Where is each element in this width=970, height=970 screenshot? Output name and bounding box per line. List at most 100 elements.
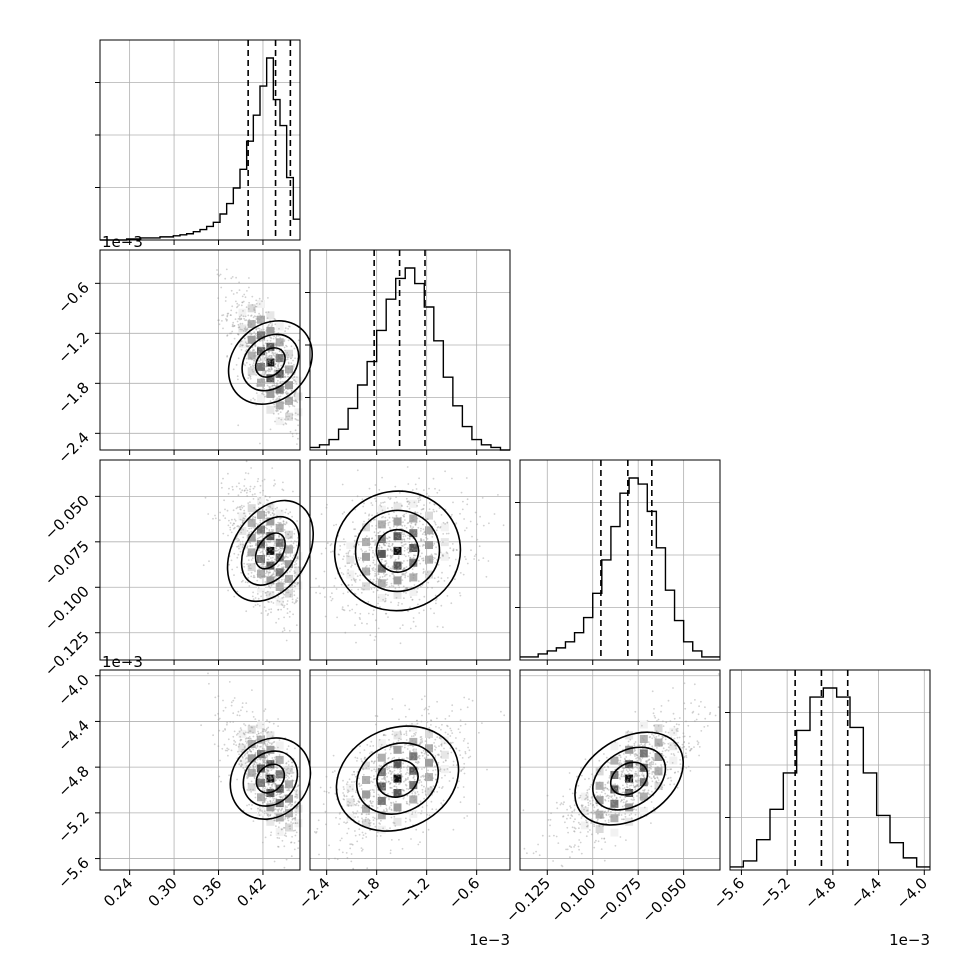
scatter-point (273, 330, 276, 333)
scatter-point (374, 484, 377, 486)
scatter-point (346, 832, 349, 835)
scatter-point (246, 777, 249, 780)
scatter-point (279, 407, 282, 410)
scatter-point (660, 764, 662, 766)
scatter-point (405, 756, 408, 759)
scatter-point (252, 764, 254, 767)
scatter-point (596, 804, 598, 807)
scatter-point (238, 525, 241, 528)
density-cell (247, 768, 256, 777)
scatter-point (356, 840, 359, 843)
scatter-point (245, 345, 248, 348)
scatter-point (242, 528, 245, 531)
scatter-point (279, 337, 282, 339)
scatter-point (341, 606, 344, 608)
density-cell (625, 803, 634, 812)
scatter-point (269, 807, 272, 810)
scatter-point (408, 538, 411, 540)
scatter-point (413, 566, 415, 568)
scatter-point (419, 841, 421, 844)
scatter-point (405, 587, 408, 589)
scatter-point (415, 731, 417, 734)
density-cell (409, 544, 418, 552)
scatter-point (282, 402, 285, 405)
scatter-point (254, 532, 257, 534)
scatter-point (281, 542, 284, 545)
scatter-point (249, 488, 251, 491)
scatter-point (281, 386, 284, 388)
scatter-point (436, 717, 438, 720)
scatter-point (574, 818, 576, 821)
scatter-point (290, 568, 292, 571)
scatter-point (246, 535, 249, 537)
scatter-point (276, 398, 278, 401)
scatter-point (269, 370, 272, 373)
scatter-point (293, 842, 296, 844)
density-cell (346, 570, 355, 579)
scatter-point (416, 505, 418, 507)
scatter-point (403, 547, 406, 549)
scatter-point (263, 374, 265, 376)
scatter-point (239, 739, 242, 742)
scatter-point (232, 293, 235, 295)
scatter-point (279, 769, 282, 772)
scatter-point (295, 831, 298, 834)
scatter-point (274, 550, 277, 552)
scatter-point (282, 423, 285, 426)
scatter-point (426, 813, 428, 816)
scatter-point (552, 860, 554, 862)
scatter-point (280, 547, 283, 550)
scatter-point (255, 317, 258, 320)
scatter-point (366, 622, 368, 625)
scatter-point (240, 729, 243, 731)
scatter-point (263, 748, 266, 750)
scatter-point (277, 769, 279, 772)
scatter-point (271, 356, 273, 359)
scatter-point (256, 543, 258, 546)
density-cell (610, 814, 619, 823)
scatter-point (451, 732, 454, 734)
scatter-point (391, 506, 393, 509)
scatter-point (455, 548, 458, 551)
scatter-point (286, 546, 288, 549)
scatter-point (289, 357, 292, 360)
scatter-point (283, 580, 286, 583)
scatter-point (388, 516, 391, 519)
scatter-point (276, 809, 279, 811)
scatter-point (346, 821, 349, 824)
scatter-point (380, 505, 383, 508)
scatter-point (378, 522, 380, 525)
scatter-point (259, 746, 261, 748)
scatter-point (379, 579, 382, 582)
scatter-point (243, 754, 246, 757)
scatter-point (271, 810, 274, 813)
scatter-point (467, 756, 470, 759)
scatter-point (408, 541, 411, 543)
scatter-point (402, 585, 405, 588)
scatter-point (523, 847, 526, 850)
scatter-point (248, 341, 251, 344)
scatter-point (396, 501, 398, 504)
scatter-point (257, 540, 260, 542)
scatter-point (265, 779, 268, 781)
density-cell (257, 378, 265, 387)
scatter-point (276, 409, 279, 411)
scatter-point (258, 312, 260, 315)
scatter-point (341, 512, 344, 515)
scatter-point (275, 359, 277, 361)
scatter-point (371, 781, 374, 784)
scatter-point (372, 745, 375, 747)
scatter-point (402, 533, 404, 536)
density-cell (625, 745, 634, 754)
scatter-point (282, 386, 285, 388)
scatter-point (454, 558, 457, 561)
scatter-point (245, 319, 248, 321)
scatter-point (347, 800, 349, 803)
density-cell (257, 584, 265, 593)
scatter-point (358, 783, 360, 786)
scatter-point (618, 777, 621, 779)
scatter-point (263, 348, 265, 351)
scatter-point (253, 776, 256, 779)
scatter-point (268, 777, 270, 780)
scatter-point (273, 542, 276, 545)
